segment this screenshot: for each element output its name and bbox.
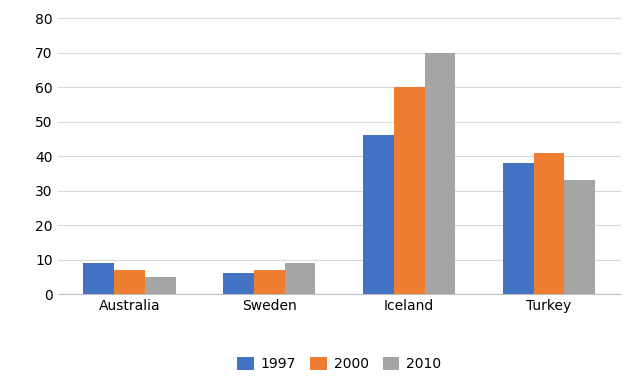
Bar xyxy=(564,180,595,294)
Bar xyxy=(285,263,316,294)
Bar xyxy=(145,277,175,294)
Bar xyxy=(114,270,145,294)
Bar xyxy=(394,87,424,294)
Bar xyxy=(363,135,394,294)
Bar xyxy=(534,153,564,294)
Bar xyxy=(83,263,114,294)
Bar xyxy=(223,273,254,294)
Bar xyxy=(503,163,534,294)
Bar xyxy=(424,53,455,294)
Legend: 1997, 2000, 2010: 1997, 2000, 2010 xyxy=(232,352,447,377)
Bar xyxy=(254,270,285,294)
